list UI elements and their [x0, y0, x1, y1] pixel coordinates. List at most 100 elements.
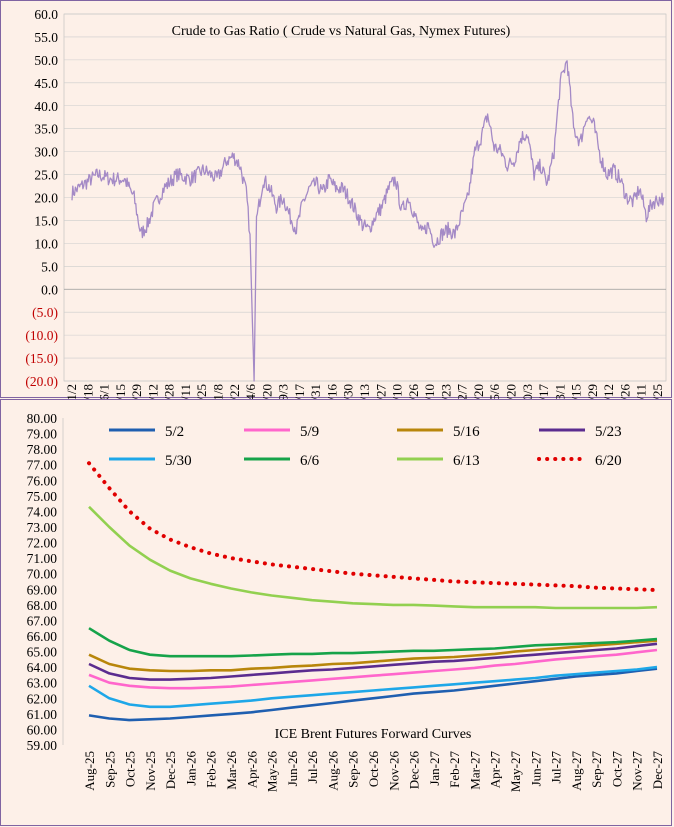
x-tick-label: 2024/5/15: [569, 384, 584, 399]
y-tick-label: 77.00: [27, 458, 58, 473]
y-tick-label: 72.00: [27, 536, 58, 551]
legend-label: 5/30: [165, 453, 192, 469]
x-tick-label: 2020/1/22: [227, 384, 242, 399]
x-tick-label: Mar-26: [224, 751, 239, 790]
x-tick-label: Sep-26: [346, 751, 361, 788]
x-tick-label: 2022/4/26: [406, 384, 421, 399]
x-tick-label: Feb-27: [447, 751, 462, 788]
chart-title: ICE Brent Futures Forward Curves: [275, 727, 472, 742]
y-tick-label: 63.00: [27, 676, 58, 691]
x-tick-label: 2022/7/10: [422, 384, 437, 399]
x-tick-label: May-27: [508, 751, 523, 793]
series-line-6-13: [88, 505, 658, 610]
y-tick-label: 15.0: [34, 213, 58, 228]
legend-label: 6/20: [595, 453, 622, 469]
crude-gas-ratio-chart: 60.0 55.0 50.0 45.0 40.0 35.0 30.0 25.0 20.0 15.0…: [25, 7, 667, 399]
y-tick-label: 45.0: [34, 76, 58, 91]
x-tick-label: Dec-27: [650, 751, 665, 790]
x-tick-label: 2023/7/20: [504, 384, 519, 399]
x-tick-label: 2019/3/28: [162, 384, 177, 399]
y-tick-label: (5.0): [32, 305, 58, 320]
x-tick-label: 2022/12/7: [455, 384, 470, 399]
x-tick-label: 2024/7/29: [585, 384, 600, 399]
series-line-5-23: [88, 642, 658, 681]
y-tick-label: 55.0: [34, 30, 58, 45]
y-tick-label: 30.0: [34, 145, 58, 160]
x-tick-label: 2024/10/12: [601, 384, 616, 399]
x-tick-label: Nov-26: [386, 751, 401, 791]
y-tick-label: 65.00: [27, 645, 58, 660]
y-tick-label: 78.00: [27, 442, 58, 457]
x-tick-label: 2023/10/3: [520, 384, 535, 399]
y-tick-label: 76.00: [27, 473, 58, 488]
x-tick-label: 2020/11/17: [292, 384, 307, 399]
legend-label: 5/23: [595, 424, 622, 440]
x-tick-label: 2018/1/2: [64, 384, 79, 399]
crude-gas-ratio-panel: 60.0 55.0 50.0 45.0 40.0 35.0 30.0 25.0 20.0 15.0…: [0, 0, 672, 399]
series-line-6-6: [88, 627, 658, 658]
x-tick-label: Jan-27: [427, 751, 442, 786]
ratio-series-line: [71, 60, 665, 382]
series-line-6-20: [87, 461, 659, 593]
x-tick-label: 2019/6/11: [178, 384, 193, 399]
y-tick-label: 70.00: [27, 567, 58, 582]
x-tick-label: Oct-27: [609, 751, 624, 788]
x-tick-label: 2021/9/13: [357, 384, 372, 399]
x-tick-label: 2021/4/16: [324, 384, 339, 399]
x-tick-label: 2021/11/27: [373, 384, 388, 399]
x-tick-label: Apr-26: [244, 751, 259, 789]
y-tick-label: 60.00: [27, 722, 58, 737]
y-tick-label: 73.00: [27, 520, 58, 535]
series-line-5-9: [88, 648, 658, 690]
x-tick-label: 2020/9/3: [276, 384, 291, 399]
x-tick-label: 2018/8/15: [113, 384, 128, 399]
x-tick-label: Nov-27: [630, 751, 645, 791]
x-tick-label: 2019/1/12: [145, 384, 160, 399]
x-tick-label: Aug-25: [82, 751, 97, 791]
x-tick-label: Aug-26: [325, 751, 340, 791]
x-tick-label: 2023/12/17: [536, 384, 551, 399]
x-tick-label: Jan-26: [183, 751, 198, 786]
y-tick-label: (10.0): [25, 328, 58, 343]
y-tick-label: 50.0: [34, 53, 58, 68]
y-tick-label: 60.0: [34, 7, 58, 22]
chart-title: Crude to Gas Ratio ( Crude vs Natural Ga…: [172, 24, 511, 39]
legend-label: 6/6: [300, 453, 320, 469]
y-tick-label: 64.00: [27, 660, 58, 675]
x-tick-label: 2025/3/11: [634, 384, 649, 399]
x-tick-label: 2021/1/31: [308, 384, 323, 399]
legend-label: 5/16: [453, 424, 480, 440]
x-tick-label: Jul-27: [549, 751, 564, 784]
y-tick-label: 66.00: [27, 629, 58, 644]
x-tick-label: 2018/3/18: [80, 384, 95, 399]
x-tick-label: 2019/11/8: [211, 384, 226, 399]
series-line-5-30: [88, 665, 658, 709]
x-tick-label: 2020/6/20: [259, 384, 274, 399]
x-tick-label: Oct-26: [366, 751, 381, 788]
x-tick-label: 2021/6/30: [341, 384, 356, 399]
x-tick-label: 2022/2/10: [390, 384, 405, 399]
series-line-5-2: [88, 667, 658, 722]
x-tick-label: Nov-25: [143, 751, 158, 791]
x-tick-label: 2024/3/1: [552, 384, 567, 399]
x-tick-label: Sep-27: [589, 751, 604, 788]
y-tick-label: 10.0: [34, 236, 58, 251]
x-tick-label: Dec-25: [163, 751, 178, 789]
y-tick-label: (15.0): [25, 351, 58, 366]
y-tick-label: 5.0: [41, 259, 58, 274]
y-tick-label: 35.0: [34, 122, 58, 137]
y-tick-label: 74.00: [27, 504, 58, 519]
brent-forward-curves-panel: 80.00 79.00 78.00 77.00 76.00 75.00 74.00 73.00…: [0, 399, 672, 826]
x-tick-label: 2020/4/6: [243, 384, 258, 399]
y-tick-label: 80.00: [27, 411, 58, 426]
legend-label: 6/13: [453, 453, 480, 469]
brent-forward-curves-chart: 80.0079.0078.0077.0076.0075.0074.0073.00…: [27, 411, 665, 793]
x-tick-label: 2018/10/29: [129, 384, 144, 399]
y-tick-label: 79.00: [27, 427, 58, 442]
x-tick-label: Dec-26: [407, 751, 422, 790]
x-tick-label: 2022/9/23: [438, 384, 453, 399]
y-tick-label: 69.00: [27, 582, 58, 597]
y-tick-label: (20.0): [25, 374, 58, 389]
x-tick-label: 2023/5/6: [487, 384, 502, 399]
series-line-5-16: [88, 639, 658, 673]
